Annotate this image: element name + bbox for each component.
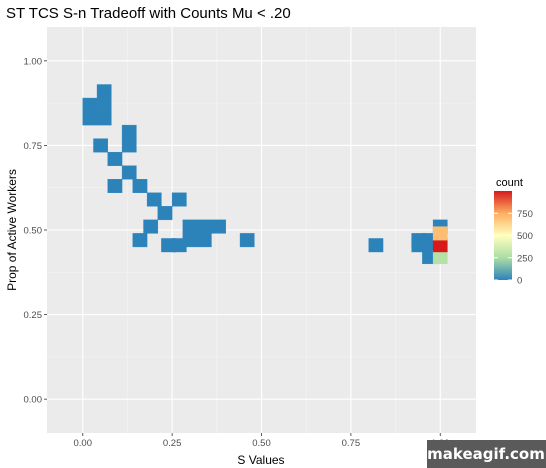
grid-lines (47, 27, 476, 433)
y-tick-label: 0.50 (24, 226, 43, 237)
heatmap-tile (107, 151, 123, 166)
legend-colorbar (494, 191, 512, 280)
heatmap-tile (121, 138, 137, 153)
heatmap-tile (432, 226, 448, 241)
heatmap-tiles (82, 84, 448, 265)
heatmap-tile (121, 165, 137, 180)
legend-label: 750 (517, 209, 533, 220)
heatmap-tile (157, 206, 173, 221)
watermark-background (427, 440, 546, 468)
x-tick-label: 0.75 (342, 438, 361, 449)
legend-label: 250 (517, 253, 533, 264)
y-tick-label: 0.00 (24, 395, 43, 406)
heatmap-tile (171, 192, 187, 207)
heatmap-tile (96, 84, 112, 99)
x-tick-label: 0.00 (74, 438, 93, 449)
heatmap-tile (96, 97, 112, 112)
y-tick-label: 0.25 (24, 310, 43, 321)
legend-ticks: 750 500 250 0 (494, 209, 533, 287)
heatmap-tile (146, 192, 162, 207)
heatmap-tile (432, 238, 448, 253)
heatmap-tile (82, 97, 98, 112)
heatmap-tile (196, 233, 212, 248)
y-tick-label: 0.75 (24, 141, 43, 152)
heatmap-tile (93, 138, 108, 153)
heatmap-tile (107, 179, 123, 193)
y-axis-title: Prop of Active Workers (5, 169, 19, 291)
heatmap-tile (211, 219, 226, 234)
heatmap-tile (132, 233, 148, 248)
heatmap-tile (132, 179, 148, 193)
heatmap-tile (182, 219, 198, 234)
legend: count 750 500 250 0 (494, 177, 533, 287)
heatmap-tile (368, 238, 384, 253)
heatmap-tile (432, 250, 448, 265)
y-tick-label: 1.00 (24, 56, 43, 67)
heatmap-tile (82, 111, 98, 126)
chart-title: ST TCS S-n Tradeoff with Counts Mu < .20 (6, 5, 291, 22)
x-axis-title: S Values (237, 453, 284, 467)
x-tick-label: 0.50 (252, 438, 271, 449)
heatmap-tile (143, 219, 159, 234)
legend-label: 500 (517, 231, 533, 242)
heatmap-tile (239, 233, 255, 248)
legend-label: 0 (517, 276, 522, 287)
heatmap-tile (196, 219, 212, 234)
heatmap-tile (121, 124, 137, 139)
watermark-text: makeagif.com (427, 445, 545, 463)
legend-title: count (496, 177, 523, 189)
heatmap-tile (96, 111, 112, 126)
watermark: makeagif.com (427, 440, 546, 468)
x-tick-label: 0.25 (163, 438, 182, 449)
heatmap-tile (171, 238, 187, 253)
